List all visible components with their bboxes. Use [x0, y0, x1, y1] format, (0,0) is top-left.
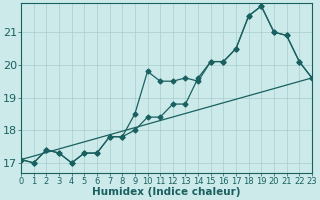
X-axis label: Humidex (Indice chaleur): Humidex (Indice chaleur) — [92, 187, 241, 197]
